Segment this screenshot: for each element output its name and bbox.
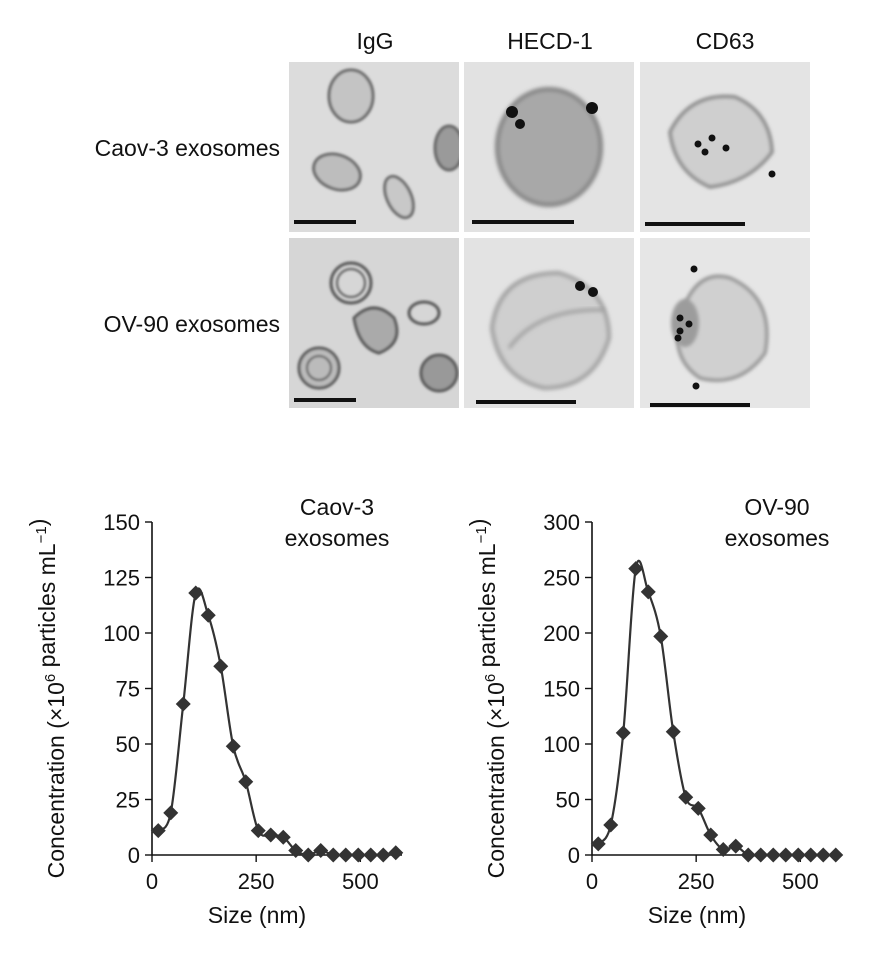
ov90-chart-data-point — [790, 847, 806, 863]
ov90-chart-y-tick-label: 150 — [543, 677, 580, 702]
caov3-chart-data-point — [300, 847, 316, 863]
caov3-chart-data-point — [150, 823, 166, 839]
caov3-chart-data-point — [275, 829, 291, 845]
caov3-chart-data-point — [200, 607, 216, 623]
ov90-chart-x-tick-label: 500 — [782, 869, 819, 894]
caov3-chart-data-point — [188, 585, 204, 601]
ov90-chart-data-point — [715, 841, 731, 857]
caov3-chart-x-tick-label: 500 — [342, 869, 379, 894]
column-label-igg: IgG — [356, 28, 394, 54]
micrograph-ov90-igg — [289, 238, 459, 408]
caov3-chart-y-tick-label: 25 — [116, 788, 140, 813]
caov3-chart-annotation-line: Caov-3 — [300, 494, 374, 520]
ov90-chart-y-tick-label: 0 — [568, 843, 580, 868]
ov90-chart-data-point — [678, 789, 694, 805]
micrograph-ov90-hecd1 — [464, 238, 634, 408]
caov3-chart-data-point — [238, 774, 254, 790]
ov90-chart-y-tick-label: 100 — [543, 732, 580, 757]
ov90-chart-data-point — [603, 817, 619, 833]
caov3-chart-y-tick-label: 75 — [116, 677, 140, 702]
chart-caov3: 0 25 50 75 100 125 150 0 250 500 Size (nm) Concentr… — [0, 455, 435, 950]
caov3-chart-x-tick-label: 250 — [238, 869, 275, 894]
caov3-chart-data-point — [163, 805, 179, 821]
column-label-hecd1: HECD-1 — [507, 28, 593, 54]
ov90-chart-x-tick-label: 250 — [678, 869, 715, 894]
ov90-chart-data-point — [828, 847, 844, 863]
caov3-chart-data-point — [313, 843, 329, 859]
chart-ov90-svg: 0 50 100 150 200 250 300 0 250 500 Size (nm) Concen… — [465, 494, 844, 928]
micrograph-ov90-cd63 — [640, 238, 810, 408]
row-label-caov3: Caov-3 exosomes — [94, 135, 280, 161]
ov90-chart-data-point — [803, 847, 819, 863]
chart-caov3-svg: 0 25 50 75 100 125 150 0 250 500 Size (nm) Concentr… — [25, 494, 404, 928]
caov3-chart-data-point — [338, 847, 354, 863]
caov3-chart-data-point — [375, 847, 391, 863]
caov3-chart-y-tick-label: 50 — [116, 732, 140, 757]
ov90-chart-x-tick-label: 0 — [586, 869, 598, 894]
caov3-chart-data-point — [263, 827, 279, 843]
ov90-chart-data-point — [703, 827, 719, 843]
caov3-chart-data-point — [213, 658, 229, 674]
ov90-chart-y-tick-label: 300 — [543, 510, 580, 535]
ov90-chart-y-tick-label: 50 — [556, 788, 580, 813]
caov3-chart-series-line — [157, 587, 396, 857]
ov90-chart-y-axis-label: Concentration (×106 particles mL−1) — [465, 519, 509, 879]
ov90-chart-data-point — [728, 838, 744, 854]
ov90-chart-data-point — [753, 847, 769, 863]
caov3-chart-y-axis-label: Concentration (×106 particles mL−1) — [25, 519, 69, 879]
row-label-ov90: OV-90 exosomes — [103, 311, 280, 337]
ov90-chart-series-line — [597, 559, 836, 857]
ov90-chart-data-point — [628, 561, 644, 577]
ov90-chart-data-point — [765, 847, 781, 863]
ov90-chart-data-point — [740, 847, 756, 863]
ov90-chart-data-point — [815, 847, 831, 863]
ov90-chart-y-tick-label: 200 — [543, 621, 580, 646]
micrograph-caov3-igg — [289, 62, 459, 232]
micrograph-caov3-hecd1 — [464, 62, 634, 232]
ov90-chart-x-axis-label: Size (nm) — [648, 902, 746, 928]
caov3-chart-data-point — [288, 843, 304, 859]
caov3-chart-y-tick-label: 150 — [103, 510, 140, 535]
caov3-chart-x-axis-label: Size (nm) — [208, 902, 306, 928]
ov90-chart-y-tick-label: 250 — [543, 566, 580, 591]
caov3-chart-data-point — [363, 847, 379, 863]
ov90-chart-data-point — [665, 724, 681, 740]
micrograph-caov3-cd63 — [640, 62, 810, 232]
caov3-chart-y-tick-label: 100 — [103, 621, 140, 646]
ov90-chart-data-point — [653, 628, 669, 644]
chart-ov90: 0 50 100 150 200 250 300 0 250 500 Size (nm) Concen… — [440, 455, 875, 950]
column-label-cd63: CD63 — [695, 28, 755, 54]
caov3-chart-x-tick-label: 0 — [146, 869, 158, 894]
caov3-chart-annotation-line: exosomes — [285, 525, 390, 551]
caov3-chart-data-point — [175, 696, 191, 712]
ov90-chart-data-point — [778, 847, 794, 863]
caov3-chart-data-point — [350, 847, 366, 863]
caov3-chart-data-point — [388, 845, 404, 861]
caov3-chart-data-point — [225, 738, 241, 754]
caov3-chart-y-tick-label: 0 — [128, 843, 140, 868]
caov3-chart-data-point — [325, 847, 341, 863]
caov3-chart-y-tick-label: 125 — [103, 566, 140, 591]
ov90-chart-data-point — [640, 584, 656, 600]
ov90-chart-data-point — [690, 800, 706, 816]
ov90-chart-annotation-line: OV-90 — [744, 494, 809, 520]
ov90-chart-data-point — [615, 725, 631, 741]
ov90-chart-data-point — [590, 836, 606, 852]
ov90-chart-annotation-line: exosomes — [725, 525, 830, 551]
caov3-chart-data-point — [250, 823, 266, 839]
